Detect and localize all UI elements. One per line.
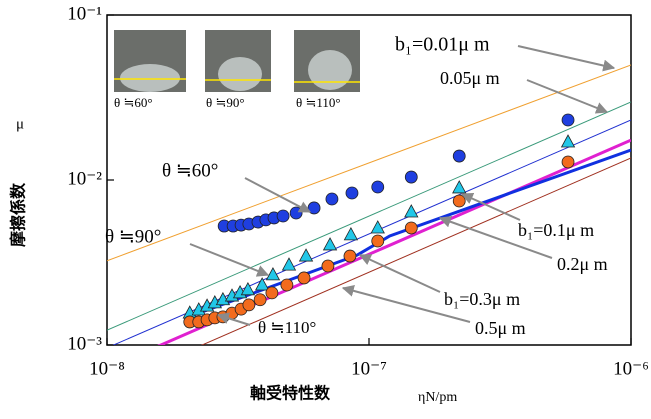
annotation: 0.5μ m: [475, 318, 526, 338]
annotation: θ ≒90°: [105, 226, 161, 247]
photo-label: θ ≒110°: [296, 95, 341, 110]
photo-label: θ ≒60°: [114, 95, 153, 110]
annotation-arrow: [518, 46, 614, 68]
fit-line: [107, 158, 631, 387]
marker-circle: [405, 222, 417, 234]
marker-circle: [266, 287, 278, 299]
y-axis-unit: μ: [16, 116, 24, 132]
marker-circle: [326, 193, 338, 205]
annotation: b₁=0.1μ m: [518, 220, 594, 240]
marker-circle: [453, 195, 465, 207]
x-axis-unit: ηN/pm: [418, 390, 457, 405]
droplet: [218, 57, 262, 91]
photos: [114, 30, 360, 92]
y-tick-label: 10⁻¹: [67, 3, 102, 24]
marker-circle: [453, 150, 465, 162]
annotation: 0.05μ m: [440, 68, 500, 88]
marker-circle: [243, 299, 255, 311]
marker-circle: [405, 171, 417, 183]
marker-triangle: [324, 238, 337, 250]
marker-circle: [277, 210, 289, 222]
x-tick-label: 10⁻⁷: [351, 358, 387, 379]
marker-circle: [372, 235, 384, 247]
annotation-arrow: [245, 178, 310, 212]
annotation: θ ≒60°: [162, 160, 218, 181]
marker-triangle: [344, 228, 357, 240]
marker-circle: [298, 272, 310, 284]
marker-circle: [562, 114, 574, 126]
chart: 軸受特性数 ηN/pm 摩擦係数 μ 10⁻⁸ 10⁻⁷ 10⁻⁶ 10⁻³ 10⁻² 1…: [0, 0, 651, 419]
annotation: b₁=0.01μ m: [395, 34, 490, 56]
droplet: [120, 64, 180, 92]
marker-circle: [254, 294, 266, 306]
marker-circle: [281, 279, 293, 291]
x-axis-label: 軸受特性数: [250, 384, 331, 403]
marker-circle: [290, 207, 302, 219]
photo-label: θ ≒90°: [206, 95, 245, 110]
marker-circle: [344, 250, 356, 262]
marker-triangle: [371, 221, 384, 233]
x-tick-label: 10⁻⁸: [89, 358, 125, 379]
marker-circle: [346, 187, 358, 199]
y-axis-label: 摩擦係数: [9, 182, 28, 247]
y-tick-label: 10⁻²: [67, 168, 102, 189]
annotation: 0.2μ m: [557, 254, 608, 274]
marker-circle: [562, 156, 574, 168]
annotation: b₁=0.3μ m: [444, 289, 520, 309]
marker-triangle: [282, 258, 295, 270]
y-tick-label: 10⁻³: [67, 333, 102, 354]
annotation-arrow: [190, 244, 268, 275]
marker-triangle: [300, 249, 313, 261]
marker-circle: [322, 260, 334, 272]
annotation-arrow: [360, 255, 440, 292]
marker-triangle: [405, 205, 418, 217]
marker-triangle: [562, 135, 575, 147]
marker-circle: [372, 181, 384, 193]
annotation-arrow: [527, 80, 607, 112]
marker-triangle: [453, 181, 466, 193]
x-tick-label: 10⁻⁶: [613, 358, 649, 379]
annotation: θ ≒110°: [258, 318, 316, 337]
droplet: [308, 50, 352, 90]
